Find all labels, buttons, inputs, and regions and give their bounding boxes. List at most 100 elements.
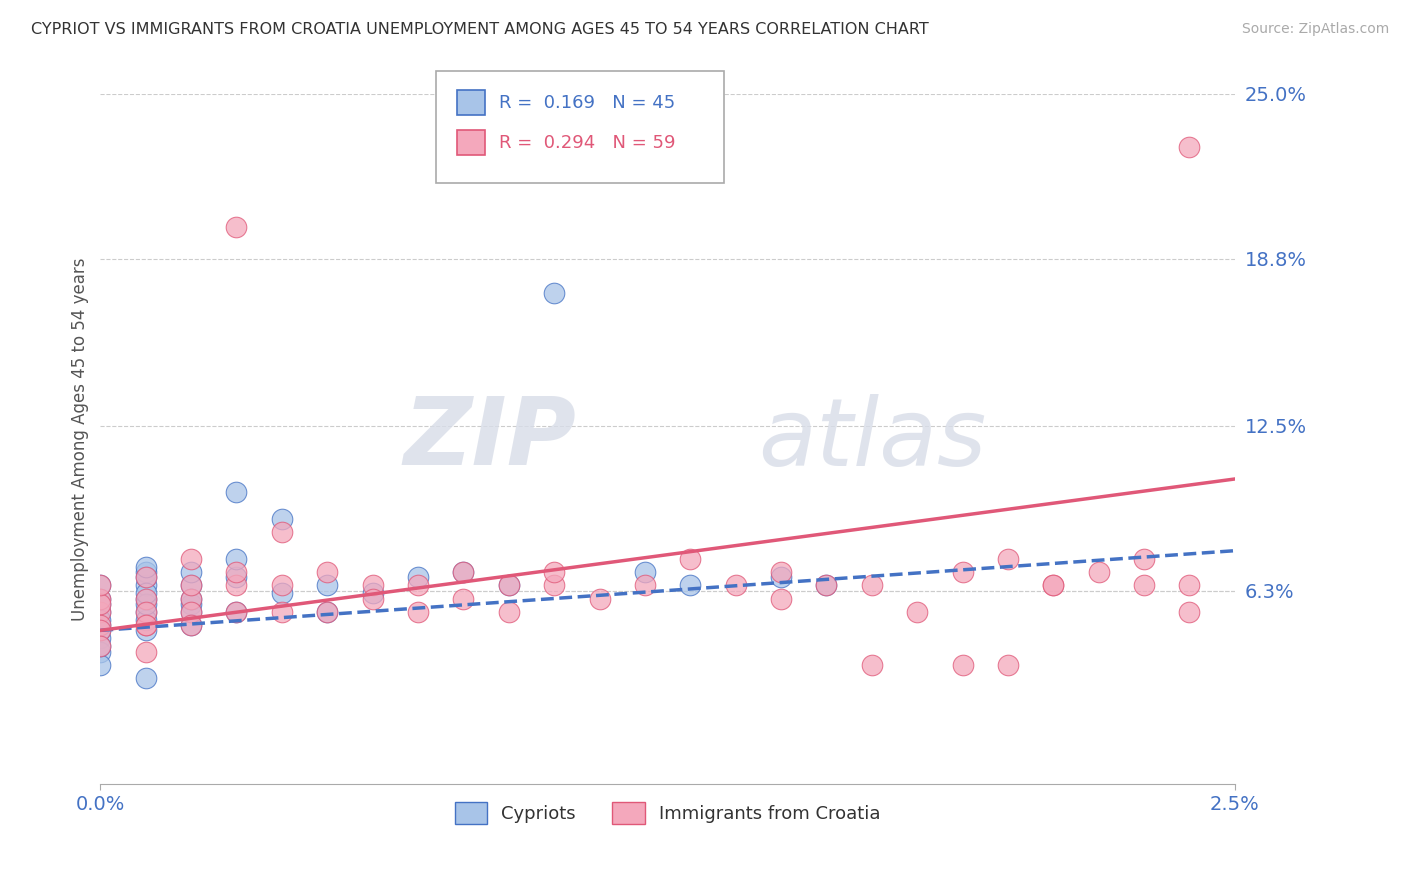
Point — [225, 219, 247, 234]
Point — [89, 632, 111, 646]
Point — [225, 565, 247, 579]
Point — [815, 578, 838, 592]
Point — [952, 657, 974, 672]
Point — [180, 618, 202, 632]
Point — [270, 512, 292, 526]
Point — [135, 605, 157, 619]
Point — [89, 640, 111, 654]
Point — [135, 613, 157, 627]
Legend: Cypriots, Immigrants from Croatia: Cypriots, Immigrants from Croatia — [454, 802, 880, 823]
Text: Source: ZipAtlas.com: Source: ZipAtlas.com — [1241, 22, 1389, 37]
Point — [89, 640, 111, 654]
Text: R =  0.169   N = 45: R = 0.169 N = 45 — [499, 94, 675, 112]
Point — [89, 618, 111, 632]
Point — [89, 605, 111, 619]
Point — [1087, 565, 1109, 579]
Point — [135, 618, 157, 632]
Point — [1178, 605, 1201, 619]
Point — [316, 578, 339, 592]
Point — [180, 618, 202, 632]
Point — [135, 624, 157, 638]
Point — [1042, 578, 1064, 592]
Point — [316, 605, 339, 619]
Point — [769, 591, 792, 606]
Point — [997, 551, 1019, 566]
Point — [180, 591, 202, 606]
Point — [498, 605, 520, 619]
Point — [180, 605, 202, 619]
Point — [135, 570, 157, 584]
Point — [180, 597, 202, 611]
Point — [634, 565, 657, 579]
Point — [135, 559, 157, 574]
Point — [1178, 578, 1201, 592]
Point — [225, 570, 247, 584]
Point — [406, 578, 429, 592]
Text: ZIP: ZIP — [404, 393, 576, 485]
Y-axis label: Unemployment Among Ages 45 to 54 years: Unemployment Among Ages 45 to 54 years — [72, 258, 89, 621]
Point — [588, 591, 610, 606]
Point — [225, 485, 247, 500]
Point — [860, 657, 883, 672]
Point — [406, 605, 429, 619]
Point — [89, 578, 111, 592]
Point — [860, 578, 883, 592]
Point — [270, 586, 292, 600]
Point — [135, 671, 157, 685]
Point — [316, 565, 339, 579]
Point — [135, 591, 157, 606]
Point — [89, 618, 111, 632]
Point — [1133, 578, 1156, 592]
Point — [543, 565, 565, 579]
Point — [180, 591, 202, 606]
Point — [135, 586, 157, 600]
Point — [89, 605, 111, 619]
Point — [89, 597, 111, 611]
Point — [135, 645, 157, 659]
Point — [815, 578, 838, 592]
Point — [89, 613, 111, 627]
Point — [89, 591, 111, 606]
Text: CYPRIOT VS IMMIGRANTS FROM CROATIA UNEMPLOYMENT AMONG AGES 45 TO 54 YEARS CORREL: CYPRIOT VS IMMIGRANTS FROM CROATIA UNEMP… — [31, 22, 929, 37]
Point — [89, 657, 111, 672]
Point — [225, 605, 247, 619]
Point — [135, 578, 157, 592]
Point — [89, 591, 111, 606]
Point — [634, 578, 657, 592]
Point — [453, 565, 475, 579]
Point — [361, 586, 384, 600]
Point — [270, 525, 292, 540]
Point — [679, 551, 702, 566]
Point — [89, 624, 111, 638]
Point — [724, 578, 747, 592]
Point — [225, 605, 247, 619]
Point — [498, 578, 520, 592]
Point — [905, 605, 928, 619]
Point — [89, 624, 111, 638]
Point — [316, 605, 339, 619]
Point — [453, 565, 475, 579]
Point — [135, 597, 157, 611]
Point — [270, 605, 292, 619]
Text: R =  0.294   N = 59: R = 0.294 N = 59 — [499, 134, 676, 152]
Point — [225, 551, 247, 566]
Point — [997, 657, 1019, 672]
Point — [952, 565, 974, 579]
Point — [89, 578, 111, 592]
Point — [180, 551, 202, 566]
Point — [769, 570, 792, 584]
Point — [543, 286, 565, 301]
Point — [135, 591, 157, 606]
Point — [180, 578, 202, 592]
Point — [180, 578, 202, 592]
Point — [135, 618, 157, 632]
Point — [180, 565, 202, 579]
Point — [453, 591, 475, 606]
Point — [361, 578, 384, 592]
Point — [135, 565, 157, 579]
Point — [225, 578, 247, 592]
Point — [1178, 140, 1201, 154]
Point — [270, 578, 292, 592]
Point — [180, 605, 202, 619]
Text: atlas: atlas — [758, 393, 987, 484]
